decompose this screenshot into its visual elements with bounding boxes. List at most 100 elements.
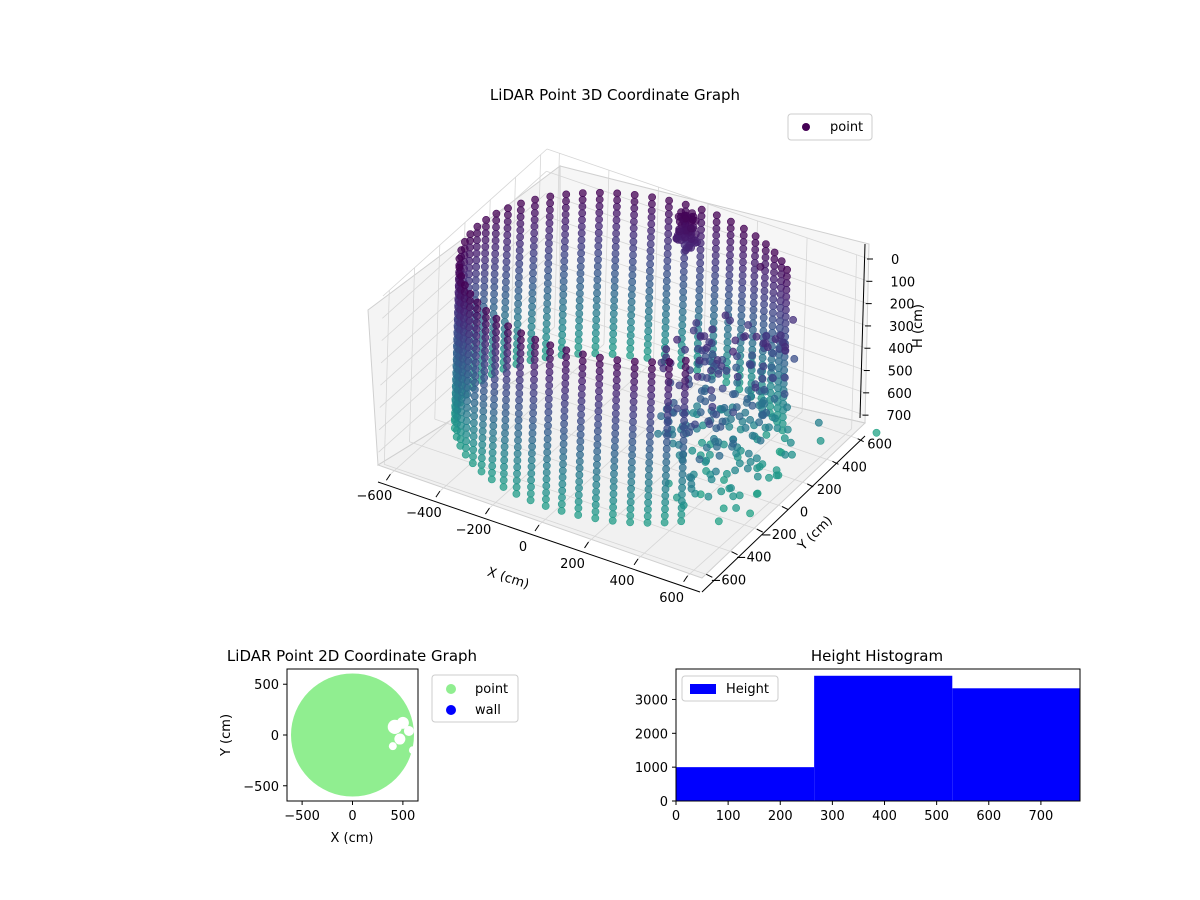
point-3d bbox=[695, 455, 704, 464]
point-3d bbox=[711, 278, 719, 287]
point-3d bbox=[546, 341, 555, 350]
point-3d bbox=[701, 397, 710, 406]
point-3d bbox=[644, 333, 652, 342]
point-3d bbox=[646, 425, 655, 434]
point-3d bbox=[746, 457, 755, 466]
point-3d bbox=[721, 311, 730, 320]
point-3d bbox=[545, 212, 554, 221]
point-3d bbox=[596, 188, 604, 197]
point-3d bbox=[472, 242, 481, 251]
point-3d bbox=[527, 329, 536, 338]
point-3d bbox=[514, 286, 523, 295]
point-3d bbox=[753, 454, 761, 463]
point-3d bbox=[678, 463, 687, 472]
point-3d bbox=[747, 372, 756, 381]
point-3d bbox=[696, 245, 705, 254]
point-3d bbox=[741, 423, 750, 432]
point-3d bbox=[707, 366, 715, 375]
point-3d bbox=[688, 446, 697, 455]
point-3d bbox=[612, 216, 621, 224]
point-3d bbox=[765, 423, 773, 432]
point-3d bbox=[673, 404, 681, 413]
point-3d bbox=[515, 382, 524, 391]
point-3d bbox=[502, 244, 511, 253]
point-3d bbox=[481, 347, 489, 355]
point-3d bbox=[629, 224, 638, 233]
point-3d bbox=[473, 236, 481, 244]
point-3d bbox=[502, 389, 511, 398]
histogram-legend-box bbox=[681, 675, 779, 702]
point-3d bbox=[678, 470, 687, 479]
point-3d bbox=[579, 350, 587, 359]
point-3d bbox=[645, 300, 653, 309]
point-3d bbox=[578, 363, 587, 372]
point-3d bbox=[591, 507, 600, 516]
point-3d bbox=[480, 276, 489, 284]
point-3d bbox=[559, 284, 568, 292]
chart-histogram: Height Histogram 0 100 200 300 400 500 600 7000… bbox=[635, 647, 1081, 824]
point-3d bbox=[514, 409, 523, 418]
chart-3d-legend-marker bbox=[802, 123, 810, 131]
y-tick-label: −600 bbox=[710, 573, 746, 588]
z-tick-label: 500 bbox=[888, 365, 913, 380]
point-3d bbox=[490, 388, 499, 397]
chart-2d-wall-gap bbox=[387, 716, 417, 755]
point-3d bbox=[462, 417, 471, 425]
point-3d bbox=[748, 431, 757, 440]
point-3d bbox=[460, 281, 469, 290]
point-3d bbox=[473, 311, 481, 320]
point-3d bbox=[481, 249, 489, 258]
point-3d bbox=[664, 398, 672, 406]
point-3d bbox=[725, 422, 734, 431]
point-3d bbox=[726, 316, 734, 325]
point-3d bbox=[769, 275, 778, 284]
point-3d bbox=[596, 353, 604, 362]
x-tick-label: 300 bbox=[820, 809, 845, 824]
point-3d bbox=[559, 446, 568, 455]
point-3d bbox=[480, 282, 489, 291]
point-3d bbox=[480, 262, 489, 271]
y-tick-label: 200 bbox=[817, 483, 842, 498]
gap-cutout bbox=[403, 725, 414, 736]
point-3d bbox=[748, 401, 757, 410]
point-3d bbox=[516, 349, 525, 358]
point-3d bbox=[576, 437, 585, 446]
point-3d bbox=[662, 471, 670, 480]
point-3d bbox=[647, 233, 655, 242]
y-tick-label: −200 bbox=[761, 528, 797, 543]
point-3d bbox=[478, 434, 487, 442]
point-3d bbox=[501, 409, 510, 418]
point-3d bbox=[722, 378, 731, 387]
point-3d bbox=[612, 376, 621, 385]
point-3d bbox=[710, 298, 719, 307]
point-3d bbox=[490, 381, 499, 390]
point-3d bbox=[574, 491, 583, 499]
point-3d bbox=[471, 283, 480, 291]
point-3d bbox=[748, 351, 756, 360]
point-3d bbox=[609, 490, 618, 498]
point-3d bbox=[714, 369, 723, 378]
point-3d bbox=[516, 233, 524, 241]
point-3d bbox=[696, 252, 705, 261]
point-3d bbox=[609, 336, 617, 345]
gridline-left-y bbox=[510, 177, 516, 352]
point-3d bbox=[644, 472, 653, 480]
point-3d bbox=[575, 464, 584, 473]
chart-3d-zlabel: H (cm) bbox=[911, 304, 926, 348]
point-3d bbox=[490, 270, 499, 278]
point-3d bbox=[515, 266, 523, 275]
point-3d bbox=[514, 306, 522, 315]
point-3d bbox=[627, 464, 636, 473]
point-3d bbox=[660, 511, 669, 520]
point-3d bbox=[611, 409, 620, 418]
point-3d bbox=[477, 460, 486, 469]
point-3d bbox=[648, 358, 656, 367]
point-3d bbox=[678, 490, 686, 499]
point-3d bbox=[490, 276, 499, 285]
point-3d bbox=[729, 439, 737, 448]
point-3d bbox=[696, 259, 705, 268]
point-3d bbox=[466, 289, 475, 298]
point-3d bbox=[529, 382, 538, 391]
point-3d bbox=[463, 397, 472, 405]
point-3d bbox=[491, 341, 500, 350]
